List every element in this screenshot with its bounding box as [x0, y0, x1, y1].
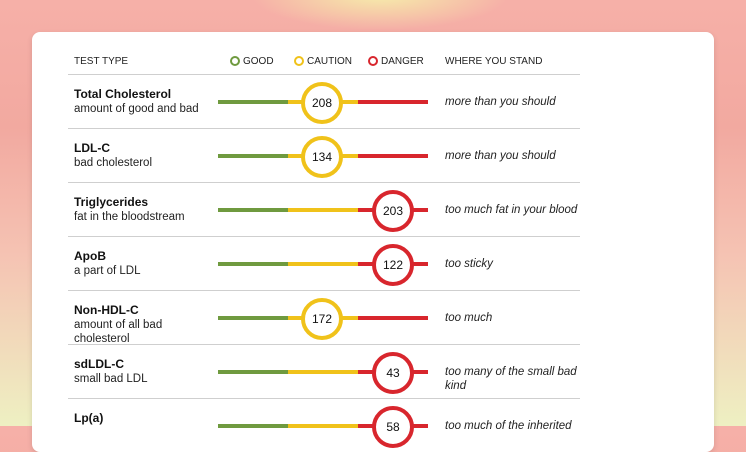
- danger-range-bar: [358, 100, 428, 104]
- where-you-stand: too many of the small bad kind: [445, 366, 577, 392]
- legend-caution: CAUTION: [294, 56, 352, 67]
- good-range-bar: [218, 262, 288, 266]
- table-row: LDL-C bad cholesterol 134 more than you …: [68, 129, 580, 183]
- results-card: TEST TYPE GOOD CAUTION DANGER WHERE YOU …: [32, 32, 714, 452]
- good-range-bar: [218, 424, 288, 428]
- caution-range-bar: [288, 262, 358, 266]
- danger-range-bar: [358, 316, 428, 320]
- table-row: Total Cholesterol amount of good and bad…: [68, 75, 580, 129]
- value-marker: 43: [372, 352, 414, 394]
- where-you-stand: too sticky: [445, 258, 493, 270]
- background-glow: [250, 0, 510, 30]
- test-name: Triglycerides: [74, 195, 149, 209]
- where-you-stand: too much of the inherited: [445, 420, 572, 432]
- table-row: ApoB a part of LDL 122 too sticky: [68, 237, 580, 291]
- test-description: amount of good and bad: [74, 103, 199, 115]
- where-you-stand: more than you should: [445, 96, 556, 108]
- value-marker: 208: [301, 82, 343, 124]
- good-range-bar: [218, 370, 288, 374]
- good-dot-icon: [230, 56, 240, 66]
- header-test-type: TEST TYPE: [74, 56, 129, 67]
- test-description: amount of all bad cholesterol: [74, 319, 163, 345]
- test-description: small bad LDL: [74, 373, 148, 385]
- legend-danger: DANGER: [368, 56, 424, 67]
- caution-range-bar: [288, 370, 358, 374]
- where-you-stand: too much: [445, 312, 493, 324]
- test-name: ApoB: [74, 249, 106, 263]
- legend-good: GOOD: [230, 56, 274, 67]
- value-marker: 134: [301, 136, 343, 178]
- good-range-bar: [218, 154, 288, 158]
- test-description: bad cholesterol: [74, 157, 152, 169]
- value-marker: 58: [372, 406, 414, 448]
- good-range-bar: [218, 100, 288, 104]
- danger-dot-icon: [368, 56, 378, 66]
- test-name: Non-HDL-C: [74, 303, 139, 317]
- danger-range-bar: [358, 154, 428, 158]
- caution-range-bar: [288, 208, 358, 212]
- good-range-bar: [218, 208, 288, 212]
- table-row: Triglycerides fat in the bloodstream 203…: [68, 183, 580, 237]
- test-name: LDL-C: [74, 141, 110, 155]
- value-marker: 122: [372, 244, 414, 286]
- where-you-stand: more than you should: [445, 150, 556, 162]
- header-where-you-stand: WHERE YOU STAND: [445, 56, 543, 67]
- table-row: Non-HDL-C amount of all bad cholesterol …: [68, 291, 580, 345]
- test-name: Total Cholesterol: [74, 87, 172, 101]
- caution-dot-icon: [294, 56, 304, 66]
- caution-range-bar: [288, 424, 358, 428]
- good-range-bar: [218, 316, 288, 320]
- value-marker: 203: [372, 190, 414, 232]
- test-name: Lp(a): [74, 411, 104, 425]
- test-description: a part of LDL: [74, 265, 141, 277]
- value-marker: 172: [301, 298, 343, 340]
- test-name: sdLDL-C: [74, 357, 124, 371]
- where-you-stand: too much fat in your blood: [445, 204, 578, 216]
- test-description: fat in the bloodstream: [74, 211, 185, 223]
- table-header: TEST TYPE GOOD CAUTION DANGER WHERE YOU …: [68, 52, 580, 75]
- table-row: sdLDL-C small bad LDL 43 too many of the…: [68, 345, 580, 399]
